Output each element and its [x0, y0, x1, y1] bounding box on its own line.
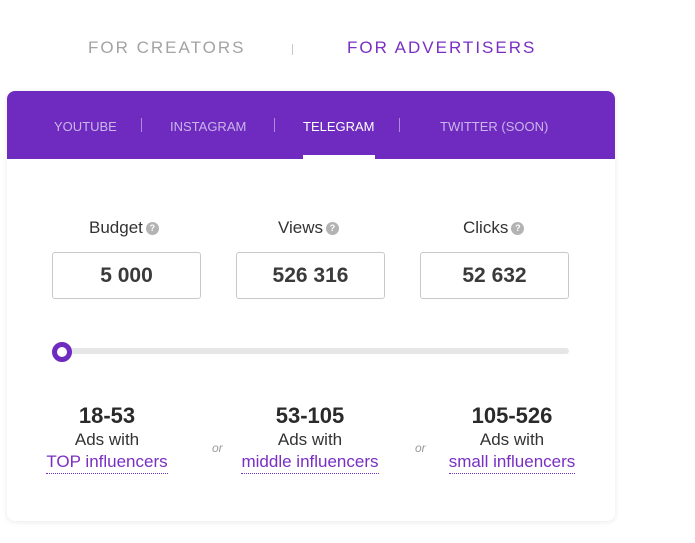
calculator-card: YOUTUBE INSTAGRAM TELEGRAM TWITTER (SOON…: [7, 91, 615, 521]
result-caption: Ads with: [277, 430, 343, 449]
platform-tab-youtube[interactable]: YOUTUBE: [54, 119, 117, 134]
budget-input[interactable]: 5 000: [52, 252, 201, 299]
platform-divider: [399, 118, 400, 132]
help-icon[interactable]: ?: [145, 222, 159, 235]
result-caption: Ads with: [479, 430, 545, 449]
platform-divider: [141, 118, 142, 132]
platform-tab-instagram[interactable]: INSTAGRAM: [170, 119, 247, 134]
tab-for-creators[interactable]: FOR CREATORS: [88, 38, 246, 57]
or-separator: or: [212, 441, 223, 455]
or-separator: or: [415, 441, 426, 455]
result-top-influencers: 18-53 Ads with TOP influencers: [27, 403, 187, 474]
audience-switcher: FOR CREATORS FOR ADVERTISERS: [0, 0, 695, 92]
platform-tabs: YOUTUBE INSTAGRAM TELEGRAM TWITTER (SOON…: [7, 91, 615, 159]
result-range: 18-53: [78, 403, 136, 428]
platform-tab-twitter[interactable]: TWITTER (SOON): [440, 119, 549, 134]
result-middle-influencers: 53-105 Ads with middle influencers: [230, 403, 390, 474]
budget-slider-handle[interactable]: [52, 342, 72, 362]
clicks-label: Clicks?: [463, 218, 525, 238]
result-range: 53-105: [275, 403, 345, 428]
platform-tab-telegram[interactable]: TELEGRAM: [303, 119, 375, 134]
help-icon[interactable]: ?: [326, 222, 340, 235]
middle-influencers-link[interactable]: middle influencers: [241, 451, 379, 474]
views-label: Views?: [278, 218, 340, 238]
result-caption: Ads with: [74, 430, 140, 449]
result-range: 105-526: [471, 403, 553, 428]
budget-label: Budget?: [89, 218, 159, 238]
top-influencers-link[interactable]: TOP influencers: [46, 451, 168, 474]
help-icon[interactable]: ?: [511, 222, 525, 235]
views-input[interactable]: 526 316: [236, 252, 385, 299]
tab-for-advertisers[interactable]: FOR ADVERTISERS: [347, 38, 537, 57]
budget-slider-track[interactable]: [57, 348, 569, 354]
active-tab-indicator: [303, 155, 375, 159]
platform-divider: [274, 118, 275, 132]
result-small-influencers: 105-526 Ads with small influencers: [432, 403, 592, 474]
tab-divider: [292, 44, 293, 55]
small-influencers-link[interactable]: small influencers: [448, 451, 576, 474]
clicks-input[interactable]: 52 632: [420, 252, 569, 299]
